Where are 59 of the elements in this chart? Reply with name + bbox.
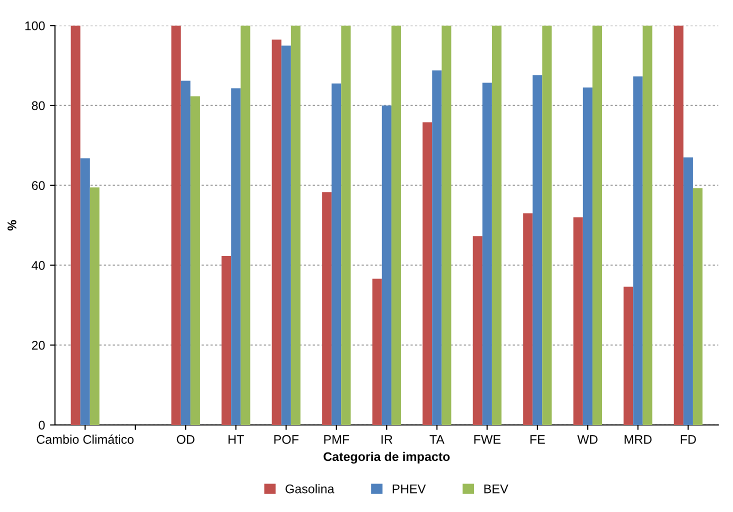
bar bbox=[231, 88, 241, 425]
bar bbox=[391, 26, 401, 425]
x-axis-title: Categoria de impacto bbox=[324, 452, 450, 464]
bar bbox=[624, 286, 634, 425]
bar bbox=[642, 26, 652, 425]
legend-label: Gasolina bbox=[286, 484, 334, 494]
bar bbox=[180, 80, 190, 425]
x-tick-label: IR bbox=[382, 435, 392, 444]
bar bbox=[442, 26, 452, 425]
bar bbox=[190, 96, 200, 425]
bar bbox=[472, 236, 482, 425]
bar bbox=[240, 26, 250, 425]
bar bbox=[523, 213, 533, 425]
bar bbox=[674, 26, 684, 425]
bar bbox=[290, 26, 300, 425]
y-tick-label: 40 bbox=[32, 261, 45, 270]
y-tick-label: 0 bbox=[38, 420, 45, 430]
bar bbox=[692, 188, 703, 425]
legend-label: PHEV bbox=[392, 484, 426, 494]
y-tick-label: 100 bbox=[25, 21, 45, 30]
y-tick-label: 80 bbox=[32, 101, 45, 110]
x-tick-label: HT bbox=[228, 435, 244, 444]
bar bbox=[272, 40, 282, 425]
bar bbox=[171, 26, 181, 425]
x-tick-label: POF bbox=[274, 435, 298, 444]
legend-label: BEV bbox=[484, 484, 508, 494]
bar bbox=[532, 75, 542, 425]
x-tick-label: OD bbox=[176, 435, 194, 444]
x-tick-label: WD bbox=[577, 435, 598, 444]
x-tick-label: PMF bbox=[324, 435, 350, 444]
x-tick-label: FE bbox=[530, 435, 545, 444]
y-tick-label: 60 bbox=[32, 181, 45, 190]
bar bbox=[372, 278, 382, 425]
x-tick-label: FD bbox=[680, 435, 696, 444]
y-tick-label: 20 bbox=[32, 340, 45, 350]
x-tick-label: FWE bbox=[474, 435, 501, 444]
bar bbox=[341, 26, 351, 425]
bar bbox=[633, 76, 643, 425]
bar bbox=[70, 26, 80, 425]
x-tick-label: MRD bbox=[624, 435, 652, 444]
bar bbox=[542, 26, 552, 425]
x-tick-label: TA bbox=[430, 435, 444, 444]
bar bbox=[382, 105, 392, 425]
bar bbox=[432, 70, 442, 425]
bar bbox=[281, 46, 291, 425]
y-axis-title: % bbox=[8, 220, 16, 231]
bar bbox=[492, 26, 502, 425]
bar bbox=[90, 187, 100, 425]
bar bbox=[683, 157, 693, 425]
bar bbox=[582, 88, 592, 425]
bar bbox=[422, 122, 432, 425]
x-tick-label: Cambio Climático bbox=[36, 434, 134, 444]
bar bbox=[332, 84, 342, 425]
bar bbox=[482, 82, 492, 425]
bar bbox=[222, 256, 232, 425]
bar bbox=[573, 217, 583, 425]
bar bbox=[592, 26, 602, 425]
bar bbox=[322, 192, 332, 425]
bar bbox=[80, 158, 90, 425]
